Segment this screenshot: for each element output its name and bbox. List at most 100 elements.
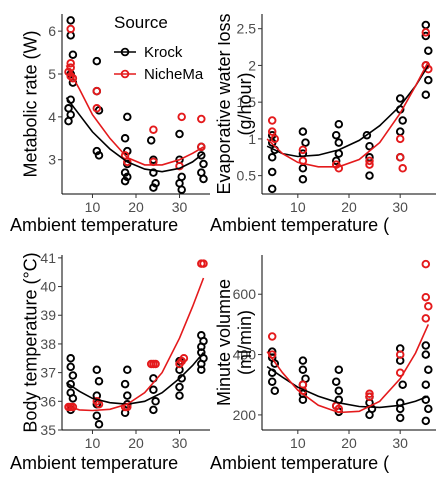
evaporative-y-tick-label-1: 1	[248, 131, 256, 147]
minute-volume-point-krock-31	[421, 380, 431, 389]
evaporative-point-krock-3	[267, 153, 277, 162]
metabolic-point-nichema-4	[68, 74, 78, 83]
evaporative-x-tick-label-20: 20	[341, 199, 357, 215]
metabolic-point-krock-21	[146, 136, 156, 145]
evaporative-point-krock-22	[398, 116, 407, 125]
body-temp-point-krock-2	[68, 371, 78, 380]
evaporative-point-krock-17	[365, 141, 374, 151]
minute-volume-y-tick-label-200: 200	[233, 407, 257, 423]
evaporative-x-tick-label-10: 10	[290, 199, 306, 215]
body-temp-point-krock-12	[94, 420, 104, 429]
metabolic-point-nichema-10	[149, 125, 158, 134]
metabolic-point-krock-23	[149, 168, 158, 177]
body-temp-point-nichema-4	[94, 399, 104, 409]
body-temp-point-krock-8	[94, 376, 104, 386]
evaporative-point-nichema-2	[270, 134, 280, 144]
legend-label-krock: Krock	[144, 44, 183, 61]
body-temp-point-krock-20	[151, 397, 160, 406]
panels: 10 20 30 3 4 5 6 Ambient temperature Metabolic r…	[10, 13, 436, 473]
body-temp-point-krock-14	[120, 379, 130, 389]
minute-volume-point-krock-24	[398, 380, 407, 389]
legend-key-krock	[114, 47, 136, 57]
metabolic-point-krock-30	[177, 185, 186, 194]
metabolic-point-nichema-15	[197, 142, 206, 152]
minute-volume-point-nichema-6	[365, 389, 374, 399]
minute-volume-x-axis-label: Ambient temperature (	[210, 453, 389, 473]
evaporative-point-krock-26	[421, 31, 431, 41]
body-temp-y-tick-label-40: 40	[40, 279, 56, 295]
body-temp-y-tick-label-39: 39	[40, 307, 56, 323]
metabolic-x-tick-label-20: 20	[128, 199, 144, 215]
evaporative-y-tick-label-0.5: 0.5	[237, 168, 257, 184]
body-temp-y-tick-label-38: 38	[40, 336, 56, 352]
minute-volume-point-krock-14	[334, 386, 344, 396]
minute-volume-x-tick-label-10: 10	[290, 435, 306, 451]
metabolic-y-tick-label-3: 3	[48, 152, 56, 168]
minute-volume-y-axis-label-line-1: (ml/min)	[235, 310, 255, 375]
body-temp-x-tick-label-20: 20	[128, 435, 144, 451]
evaporative-point-krock-5	[267, 184, 277, 194]
evaporative-point-krock-11	[334, 119, 344, 129]
body-temp-y-tick-label-35: 35	[40, 422, 56, 438]
body-temp-point-krock-25	[175, 382, 184, 392]
evaporative-x-tick-label-30: 30	[392, 199, 408, 215]
evaporative-point-krock-9	[298, 164, 308, 173]
metabolic-y-tick-label-4: 4	[48, 109, 56, 125]
evaporative-point-nichema-6	[334, 164, 344, 173]
evaporative-point-krock-27	[424, 46, 433, 55]
metabolic-y-tick-label-5: 5	[48, 66, 56, 82]
evaporative-point-krock-15	[331, 156, 341, 166]
minute-volume-point-krock-27	[395, 413, 405, 423]
metabolic-point-krock-24	[151, 179, 160, 188]
metabolic-point-krock-18	[120, 168, 130, 177]
legend-title: Source	[114, 13, 168, 32]
body-temp-x-tick-label-10: 10	[85, 435, 101, 451]
evaporative-point-nichema-3	[298, 145, 308, 155]
minute-volume-x-tick-label-20: 20	[341, 435, 357, 451]
body-temp-point-krock-19	[149, 385, 158, 395]
evaporative-fit-nichema	[266, 61, 430, 168]
evaporative-point-nichema-10	[395, 153, 405, 162]
evaporative-y-tick-label-2.5: 2.5	[237, 21, 257, 37]
metabolic-x-tick-label-30: 30	[172, 199, 188, 215]
minute-volume-point-krock-13	[331, 377, 341, 386]
body-temp-point-krock-0	[66, 354, 75, 363]
minute-volume-point-nichema-8	[395, 350, 405, 359]
metabolic-point-krock-2	[68, 50, 78, 59]
metabolic-point-krock-32	[197, 151, 206, 160]
evaporative-point-nichema-9	[395, 134, 405, 144]
evaporative-point-krock-16	[362, 130, 372, 140]
evaporative-point-krock-29	[424, 75, 433, 85]
minute-volume-point-krock-11	[298, 395, 308, 405]
metabolic-point-krock-35	[199, 174, 208, 184]
legend: Source Krock NicheMa	[108, 10, 218, 90]
minute-volume-y-tick-label-600: 600	[233, 286, 257, 302]
body-temp-point-krock-21	[149, 405, 158, 415]
body-temp-x-axis-label: Ambient temperature	[10, 453, 178, 473]
body-temp-y-tick-label-36: 36	[40, 393, 56, 409]
body-temp-fit-nichema	[66, 277, 205, 412]
metabolic-point-krock-8	[64, 116, 73, 126]
metabolic-point-nichema-0	[66, 59, 75, 68]
body-temp-point-krock-1	[66, 362, 75, 372]
body-temp-point-krock-11	[92, 411, 102, 420]
minute-volume-point-krock-29	[421, 350, 431, 359]
minute-volume-point-nichema-11	[421, 292, 431, 302]
metabolic-x-axis-label: Ambient temperature	[10, 215, 178, 235]
body-temp-x-tick-label-30: 30	[172, 435, 188, 451]
evaporative-point-krock-10	[298, 175, 308, 184]
body-temp-point-nichema-9	[151, 359, 160, 369]
metabolic-point-krock-15	[120, 134, 130, 143]
minute-volume-point-krock-34	[421, 416, 431, 426]
metabolic-point-nichema-7	[92, 104, 102, 113]
evaporative-point-nichema-7	[365, 156, 374, 166]
minute-volume-y-axis-label: Minute volumne(ml/min)	[214, 279, 255, 406]
metabolic-y-axis-label: Metabolic rate (W)	[20, 30, 40, 177]
minute-volume-point-krock-28	[421, 341, 431, 350]
evaporative-y-tick-label-1.5: 1.5	[237, 94, 257, 110]
minute-volume-y-axis-label-line-0: Minute volumne	[214, 279, 234, 406]
metabolic-fit-nichema	[65, 65, 204, 166]
evaporative-point-krock-30	[421, 90, 431, 100]
body-temp-point-krock-5	[68, 394, 78, 403]
